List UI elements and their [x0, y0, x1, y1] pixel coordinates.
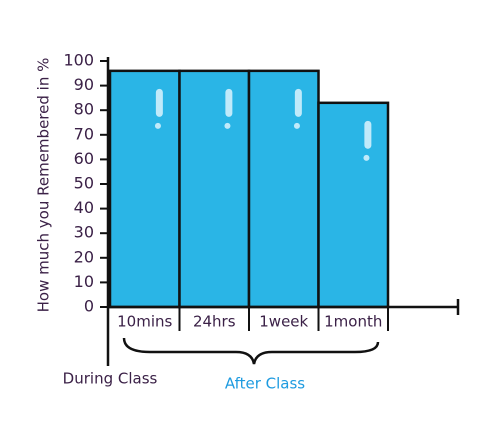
- bar-highlight: [363, 154, 370, 161]
- y-axis-label: How much you Remembered in %: [35, 58, 53, 313]
- x-tick-label: 24hrs: [193, 313, 236, 331]
- brace: [122, 337, 380, 365]
- bar-highlight: [364, 120, 372, 149]
- bar-highlight: [293, 122, 300, 129]
- bar-highlight: [225, 88, 233, 117]
- y-tick-label: 40: [74, 198, 94, 217]
- bar-highlight: [154, 122, 161, 129]
- bar: [108, 69, 181, 309]
- y-tick-label: 60: [74, 149, 94, 168]
- x-tick-label: 10mins: [117, 313, 172, 331]
- bar: [178, 69, 251, 309]
- y-tick-label: 100: [63, 51, 94, 70]
- bar: [247, 69, 320, 309]
- x-tick-label: 1month: [324, 313, 382, 331]
- annotation: During Class: [63, 370, 158, 388]
- y-tick-label: 90: [74, 75, 94, 94]
- bar-highlight: [294, 88, 302, 117]
- bar-highlight: [155, 88, 163, 117]
- annotation: After Class: [225, 375, 305, 393]
- y-tick-label: 0: [84, 297, 94, 316]
- y-tick-label: 80: [74, 100, 94, 119]
- y-tick-label: 70: [74, 124, 94, 143]
- y-tick-label: 30: [74, 223, 94, 242]
- y-tick-label: 10: [74, 272, 94, 291]
- y-tick-label: 20: [74, 247, 94, 266]
- bar-highlight: [224, 122, 231, 129]
- bar: [317, 101, 390, 309]
- x-tick-label: 1week: [259, 313, 308, 331]
- y-tick-label: 50: [74, 174, 94, 193]
